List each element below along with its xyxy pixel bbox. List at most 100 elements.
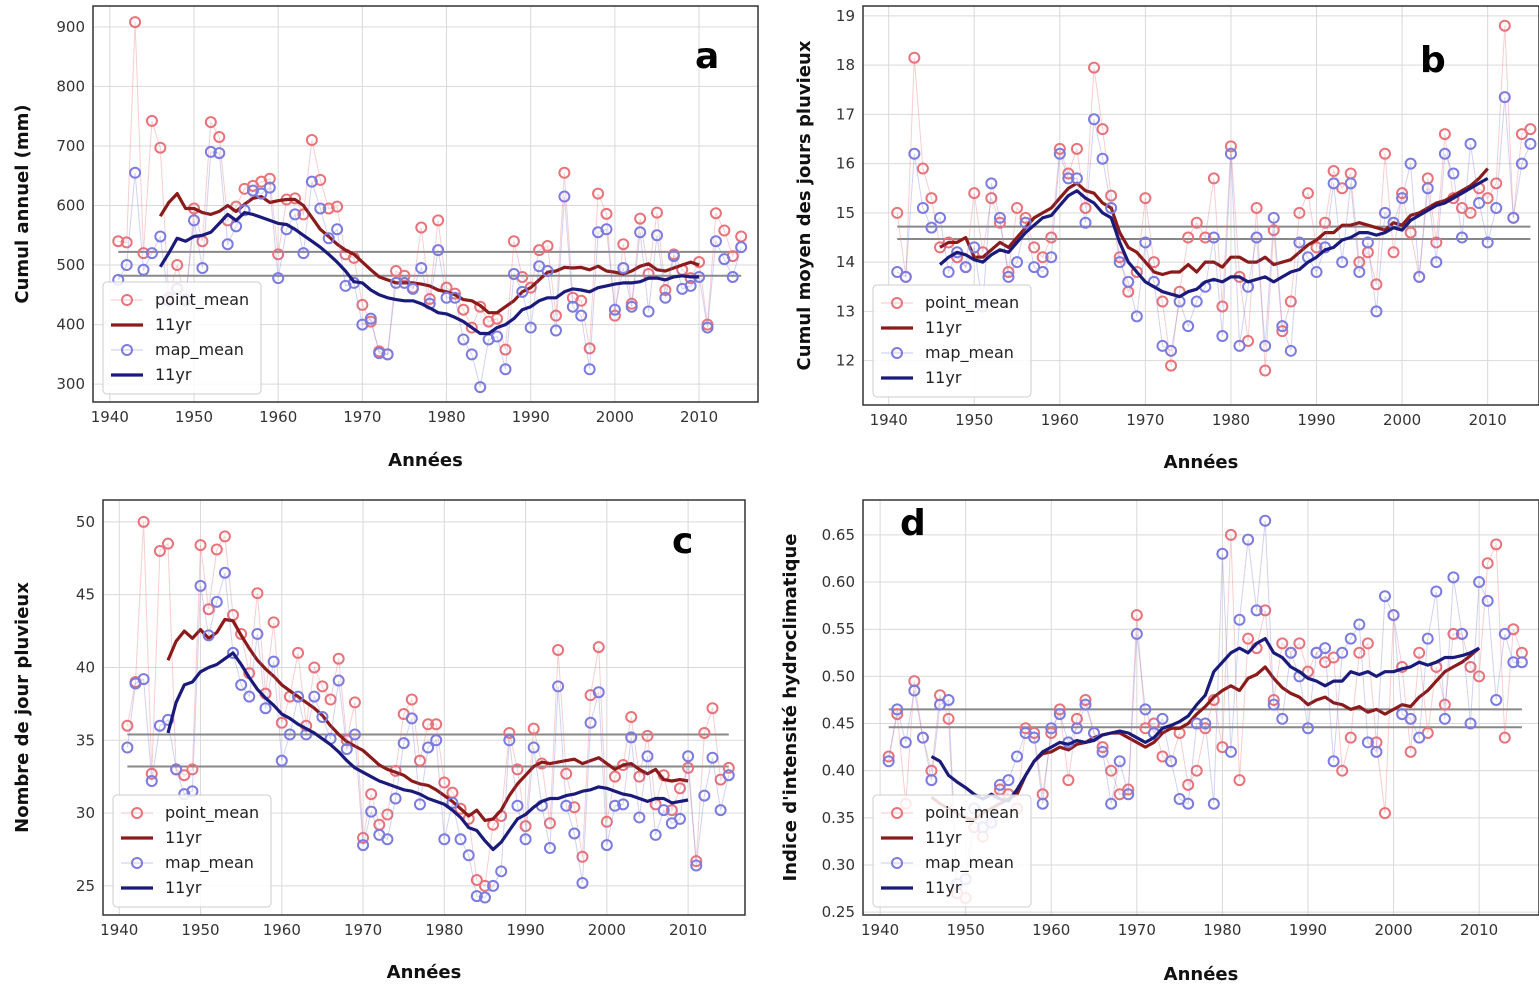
data-point-map_mean [1216, 547, 1229, 560]
data-point-point_mean [709, 207, 722, 220]
data-point-map_mean [289, 208, 302, 221]
data-point-point_mean [305, 133, 318, 146]
data-point-map_mean [1490, 693, 1503, 706]
data-point-map_mean [415, 262, 428, 275]
legend-label: point_mean [155, 290, 249, 310]
data-point-map_mean [1319, 642, 1332, 655]
data-point-point_mean [1319, 216, 1332, 229]
tick-labels: 1940 1950 1960 1970 1980 1990 2000 2010 12 13 14 15… [836, 7, 1507, 429]
data-point-map_mean [1079, 698, 1092, 711]
data-point-map_mean [406, 282, 419, 295]
data-point-map_mean [1413, 731, 1426, 744]
data-point-map_mean [1130, 627, 1143, 640]
data-point-map_mean [726, 270, 739, 283]
data-point-map_mean [1438, 147, 1451, 160]
data-point-point_mean [1011, 201, 1024, 214]
series-line-11yr [166, 617, 689, 822]
legend-swatch-marker [891, 347, 903, 359]
data-point-map_mean [1250, 604, 1263, 617]
data-point-point_mean [541, 239, 554, 252]
data-point-map_mean [558, 190, 571, 203]
legend-swatch-marker [131, 857, 143, 869]
data-point-map_mean [251, 627, 264, 640]
data-point-point_mean [381, 808, 394, 821]
data-point-point_mean [1378, 147, 1391, 160]
data-point-map_mean [690, 859, 703, 872]
y-tick-label: 600 [56, 196, 85, 214]
data-point-point_mean [365, 788, 378, 801]
legend-swatch-marker [891, 297, 903, 309]
chart-d: 1940 1950 1960 1970 1980 1990 2000 2010 0.25 0.30… [780, 499, 1539, 985]
data-point-map_mean [527, 741, 540, 754]
data-point-map_mean [305, 175, 318, 188]
data-point-map_mean [633, 811, 646, 824]
data-point-map_mean [1036, 266, 1049, 278]
data-point-map_mean [1224, 745, 1237, 758]
legend-box [112, 794, 272, 908]
data-point-map_mean [153, 719, 166, 732]
data-point-point_mean [1293, 206, 1306, 219]
x-tick-label: 1980 [425, 921, 463, 939]
panel-letter: a [695, 36, 719, 77]
legend-label: point_mean [925, 293, 1019, 313]
data-point-map_mean [381, 833, 394, 846]
data-point-point_mean [1053, 142, 1066, 155]
data-point-map_mean [1438, 712, 1451, 725]
data-point-point_mean [1284, 295, 1297, 308]
y-tick-label: 500 [56, 256, 85, 274]
data-point-map_mean [649, 828, 662, 841]
x-tick-label: 1970 [1126, 411, 1164, 429]
data-point-map_mean [552, 680, 565, 693]
data-point-point_mean [454, 802, 467, 815]
data-point-point_mean [1301, 187, 1314, 200]
x-tick-label: 1980 [427, 408, 465, 426]
data-point-point_mean [153, 544, 166, 557]
data-point-map_mean [891, 703, 904, 716]
data-point-point_mean [1498, 19, 1511, 32]
data-point-map_mean [568, 827, 581, 840]
data-point-point_mean [1242, 632, 1255, 645]
data-point-map_mean [560, 799, 573, 812]
series-line-11yr [166, 651, 689, 852]
data-point-map_mean [422, 741, 435, 754]
x-axis-label: Années [1164, 964, 1239, 985]
data-point-map_mean [491, 330, 504, 343]
y-tick-label: 13 [836, 302, 855, 320]
data-point-map_mean [389, 792, 402, 805]
series-connector-map_mean [117, 151, 742, 388]
data-point-map_mean [1156, 339, 1169, 352]
panel-c: 1940 1950 1960 1970 1980 1990 2000 2010 25 30 35 40… [0, 475, 770, 987]
data-point-point_mean [194, 539, 207, 552]
data-point-map_mean [698, 789, 711, 802]
data-point-map_mean [684, 279, 697, 292]
data-point-point_mean [324, 693, 337, 706]
legend-label: 11yr [155, 315, 192, 334]
data-point-point_mean [457, 303, 470, 316]
data-point-map_mean [1301, 722, 1314, 735]
x-tick-label: 1970 [343, 408, 381, 426]
data-point-point_mean [137, 247, 150, 260]
data-point-map_mean [432, 244, 445, 257]
data-point-point_mean [210, 543, 223, 556]
data-point-map_mean [1053, 147, 1066, 160]
chart-b: 1940 1950 1960 1970 1980 1990 2000 2010 12 13 14 15… [794, 5, 1539, 473]
data-point-point_mean [558, 166, 571, 179]
data-point-map_mean [137, 673, 150, 686]
data-point-point_mean [1481, 557, 1494, 570]
x-tick-label: 1960 [1041, 411, 1079, 429]
data-point-map_mean [267, 655, 280, 668]
tick-labels: 1940 1950 1960 1970 1980 1990 2000 2010 300 400 50… [56, 18, 718, 426]
data-point-map_mean [316, 710, 329, 723]
data-point-map_mean [1242, 533, 1255, 546]
data-point-map_mean [440, 291, 453, 304]
data-point-point_mean [275, 716, 288, 729]
data-point-map_mean [1396, 192, 1409, 205]
series-line-11yr [158, 192, 700, 315]
data-point-map_mean [499, 363, 512, 376]
data-point-map_mean [1259, 514, 1272, 527]
data-point-map_mean [1327, 177, 1340, 190]
legend-box [102, 281, 262, 395]
data-point-map_mean [1190, 295, 1203, 308]
data-point-point_mean [1079, 693, 1092, 706]
data-point-point_mean [1036, 251, 1049, 264]
